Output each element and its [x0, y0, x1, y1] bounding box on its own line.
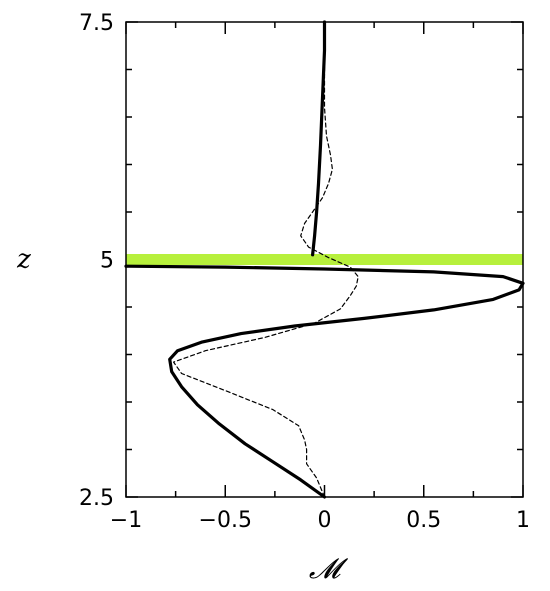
- tick-labels: −1 −0.5 0 0.5 1 2.5 5 7.5: [79, 11, 530, 533]
- x-tick-label: −0.5: [199, 508, 252, 533]
- plot-frame: [125, 21, 524, 498]
- y-tick-label: 5: [100, 249, 114, 274]
- y-axis-label: z: [16, 245, 31, 275]
- x-axis-label: 𝓜: [309, 552, 349, 585]
- x-tick-label: 0.5: [406, 508, 441, 533]
- dashed-curve-2: [173, 21, 359, 498]
- x-tick-label: −1: [110, 508, 142, 533]
- solid-curve-0: [124, 264, 525, 499]
- y-tick-label: 2.5: [79, 486, 114, 511]
- series-group: [124, 20, 525, 499]
- x-tick-label: 1: [516, 508, 530, 533]
- y-tick-label: 7.5: [79, 11, 114, 36]
- x-tick-label: 0: [318, 508, 332, 533]
- solid-curve-1: [311, 20, 327, 257]
